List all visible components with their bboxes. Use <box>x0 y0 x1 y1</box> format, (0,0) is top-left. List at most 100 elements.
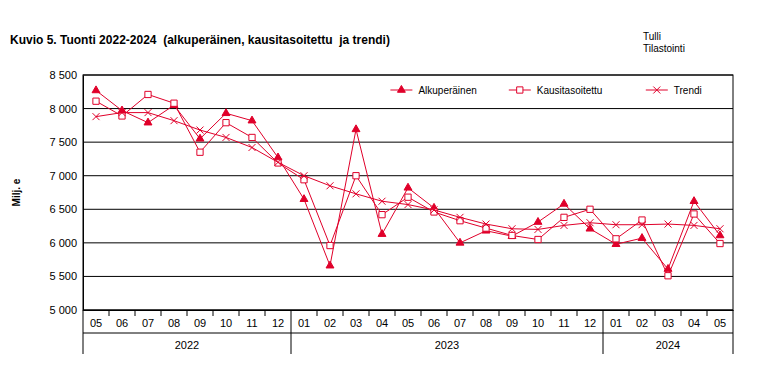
tick-label: 03 <box>662 317 674 329</box>
tick: 7 500 <box>49 136 83 148</box>
marker <box>301 172 308 179</box>
month-separator <box>109 310 110 316</box>
month-separator <box>551 310 552 316</box>
month-separator <box>135 310 136 316</box>
marker <box>639 221 646 228</box>
series-line <box>96 94 720 275</box>
marker <box>170 101 178 108</box>
tick-label: 10 <box>532 317 544 329</box>
tick-label: 5 500 <box>49 270 77 282</box>
month-separator <box>369 310 370 316</box>
tick: 05 <box>90 310 102 329</box>
month-separator <box>525 310 526 316</box>
month-separator <box>343 310 344 316</box>
marker <box>171 100 177 106</box>
marker <box>248 116 256 123</box>
tick-label: 6 000 <box>49 237 77 249</box>
chart: Kuvio 5. Tuonti 2022-2024 (alkuperäinen,… <box>0 0 759 379</box>
legend-label: Alkuperäinen <box>418 85 476 96</box>
marker <box>405 201 412 208</box>
tick: 01 <box>298 310 310 329</box>
month-separator <box>681 310 682 316</box>
tick-label: 12 <box>272 317 284 329</box>
axis-line <box>84 310 734 311</box>
marker <box>379 212 385 218</box>
year-label: 2024 <box>656 339 680 351</box>
month-separator <box>655 310 656 316</box>
tick-label: 07 <box>454 317 466 329</box>
marker <box>145 91 151 97</box>
tick: 04 <box>688 310 700 329</box>
tick-label: 05 <box>402 317 414 329</box>
tick: 02 <box>324 310 336 329</box>
year-separator <box>733 310 734 354</box>
tick-label: 07 <box>142 317 154 329</box>
tick: 11 <box>246 310 257 329</box>
title: Kuvio 5. Tuonti 2022-2024 (alkuperäinen,… <box>10 33 390 47</box>
y-axis-title: Milj. e <box>11 178 22 206</box>
marker <box>92 86 100 93</box>
tick-label: 05 <box>714 317 726 329</box>
marker <box>535 226 542 233</box>
tick: 7 000 <box>49 170 83 182</box>
tick-label: 08 <box>480 317 492 329</box>
marker <box>222 109 230 116</box>
tick: 08 <box>168 310 180 329</box>
marker <box>560 199 568 206</box>
year-separator <box>603 310 604 354</box>
month-separator <box>473 310 474 316</box>
legend-marker <box>517 87 523 93</box>
tick: 04 <box>376 310 388 329</box>
marker <box>561 222 568 229</box>
marker <box>326 261 334 268</box>
tick-label: 06 <box>428 317 440 329</box>
marker <box>405 194 411 200</box>
marker <box>534 217 542 224</box>
marker <box>691 211 697 217</box>
category-axis-line <box>83 333 733 334</box>
marker <box>613 236 619 242</box>
legend-marker <box>653 87 660 94</box>
tick-label: 10 <box>220 317 232 329</box>
marker <box>249 134 255 140</box>
series-line <box>96 90 720 269</box>
grid-line <box>83 175 733 176</box>
year-separator <box>83 310 84 354</box>
tick: 03 <box>662 310 674 329</box>
grid <box>83 75 733 310</box>
tick: 05 <box>714 310 726 329</box>
marker <box>223 134 230 141</box>
month-separator <box>213 310 214 316</box>
marker <box>717 240 723 246</box>
tick-label: 8 500 <box>49 69 77 81</box>
marker <box>379 198 386 205</box>
legend-label: Trendi <box>674 85 702 96</box>
month-separator <box>161 310 162 316</box>
legend-marker <box>397 85 405 92</box>
tick: 5 500 <box>49 270 83 282</box>
marker <box>249 144 256 151</box>
series-line <box>96 113 720 230</box>
marker <box>93 113 100 120</box>
tick-label: 11 <box>558 317 569 329</box>
marker <box>456 238 464 245</box>
marker <box>145 109 152 116</box>
tick: 08 <box>480 310 492 329</box>
tick-label: 03 <box>350 317 362 329</box>
marker <box>93 98 99 104</box>
tick-label: 7 000 <box>49 170 77 182</box>
tick-label: 6 500 <box>49 203 77 215</box>
source: Tulli <box>643 31 661 42</box>
month-separator <box>421 310 422 316</box>
marker <box>457 214 464 221</box>
source: Tilastointi <box>643 43 685 54</box>
tick-label: 01 <box>298 317 310 329</box>
marker <box>353 173 359 179</box>
legend-box <box>386 81 727 99</box>
tick-label: 7 500 <box>49 136 77 148</box>
tick: 06 <box>116 310 128 329</box>
grid-line <box>83 142 733 143</box>
marker <box>483 221 490 228</box>
tick: 8 500 <box>49 69 83 81</box>
tick-label: 02 <box>324 317 336 329</box>
